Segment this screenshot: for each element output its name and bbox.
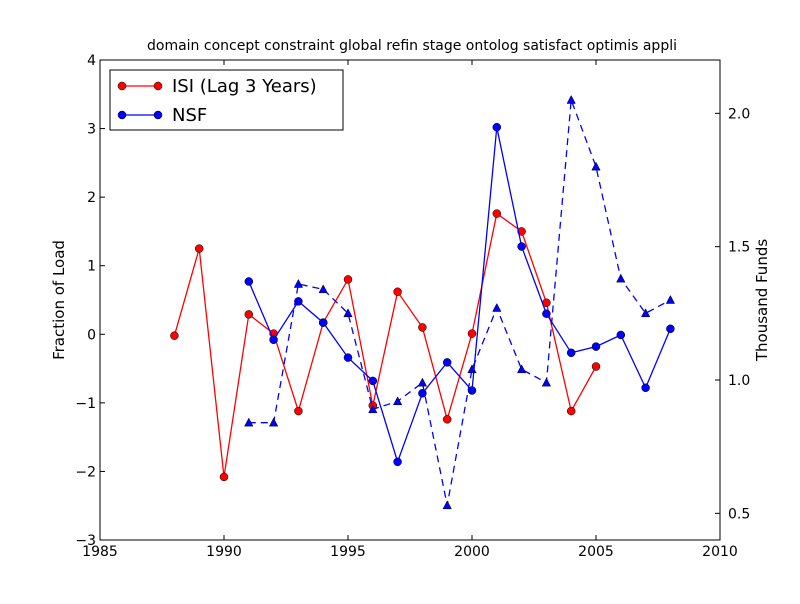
series-1-point: [517, 242, 526, 251]
legend-marker: [117, 110, 127, 120]
series-0-point: [343, 275, 353, 284]
series-2-point: [368, 404, 378, 414]
series-2-point: [467, 364, 477, 374]
y-tick-label: 4: [87, 53, 96, 69]
series-2-point: [566, 94, 576, 104]
series-2-point: [442, 500, 452, 510]
series-2-point: [417, 377, 428, 387]
series-2-point: [244, 417, 254, 427]
series-0-point: [591, 362, 601, 371]
x-tick-label: 1990: [206, 544, 242, 560]
series-1-point: [467, 386, 477, 395]
series-2-point: [541, 377, 552, 387]
plot-frame: [99, 59, 721, 541]
series-2-point: [616, 273, 626, 283]
series-0-point: [244, 310, 254, 319]
y-tick-label: 3: [87, 122, 96, 138]
series-0-point: [517, 227, 526, 236]
plot-layer: [170, 94, 676, 510]
series-1-point: [591, 342, 601, 351]
series-1-point: [442, 358, 452, 367]
series-1-point: [393, 457, 402, 467]
x-tick-label: 1985: [82, 544, 118, 560]
chart-title: domain concept constraint global refin s…: [147, 38, 677, 54]
legend-box: [109, 69, 344, 131]
x-tick-label: 2010: [702, 544, 738, 560]
series-1-point: [566, 348, 576, 358]
series-2-point: [392, 396, 403, 406]
y-tick-label: −3: [75, 533, 96, 549]
series-1-point: [269, 335, 278, 345]
legend-marker: [153, 81, 163, 91]
series-0-point: [492, 209, 502, 218]
legend-label: ISI (Lag 3 Years): [172, 76, 317, 97]
series-0-point: [566, 406, 576, 416]
series-0-point: [467, 329, 477, 338]
series-2-point: [516, 364, 527, 374]
series-2-point: [591, 161, 601, 171]
series-1-point: [418, 389, 427, 398]
series-2-line: [248, 99, 671, 506]
series-0-point: [194, 244, 204, 253]
series-2-point: [343, 308, 353, 318]
x-tick-label: 1995: [330, 544, 366, 560]
series-2-point: [318, 284, 328, 294]
series-0-point: [442, 415, 452, 424]
legend-marker: [153, 110, 163, 120]
y-tick-label: 1: [87, 259, 96, 275]
series-0-point: [170, 331, 179, 340]
y-axis-label: Fraction of Load: [50, 240, 68, 360]
legend: ISI (Lag 3 Years) NSF: [109, 69, 344, 131]
y-tick-label: −1: [75, 396, 96, 412]
y-tick-label: 2: [87, 190, 96, 206]
series-2-point: [268, 417, 279, 427]
series-1-point: [666, 324, 675, 334]
series-1-line: [248, 127, 671, 464]
series-2-point: [665, 294, 676, 304]
x-tick-label: 2005: [578, 544, 614, 560]
series-2-point: [293, 278, 304, 288]
series-1-point: [368, 376, 378, 386]
series-0-point: [294, 406, 303, 416]
y2-tick-label: 1.5: [728, 240, 750, 256]
legend-label: NSF: [172, 105, 207, 126]
series-0-point: [219, 472, 229, 482]
y2-axis-label: Thousand Funds: [753, 239, 771, 362]
y2-tick-label: 1.0: [728, 373, 750, 389]
series-1-point: [616, 330, 626, 340]
series-0-line: [173, 212, 597, 477]
series-0-point: [393, 287, 402, 297]
series-0-point: [418, 323, 427, 332]
series-2-point: [492, 302, 502, 312]
y-tick-label: 0: [87, 327, 96, 343]
axes-layer: 1985 1990 1995 2000 2005 2010 −3 −2 −1 0 1 2 3 4 0.5 1.…: [75, 53, 750, 560]
y2-tick-label: 0.5: [728, 506, 750, 522]
y2-tick-label: 2.0: [728, 106, 750, 122]
x-tick-label: 2000: [454, 544, 490, 560]
series-1-point: [318, 318, 328, 327]
y-tick-label: −2: [75, 464, 96, 480]
series-1-point: [542, 309, 551, 318]
series-1-point: [641, 383, 650, 393]
series-1-point: [294, 297, 303, 306]
series-1-point: [492, 122, 502, 132]
series-2-point: [640, 308, 651, 318]
legend-marker: [117, 81, 127, 91]
series-1-point: [343, 353, 353, 362]
series-1-point: [244, 277, 254, 286]
